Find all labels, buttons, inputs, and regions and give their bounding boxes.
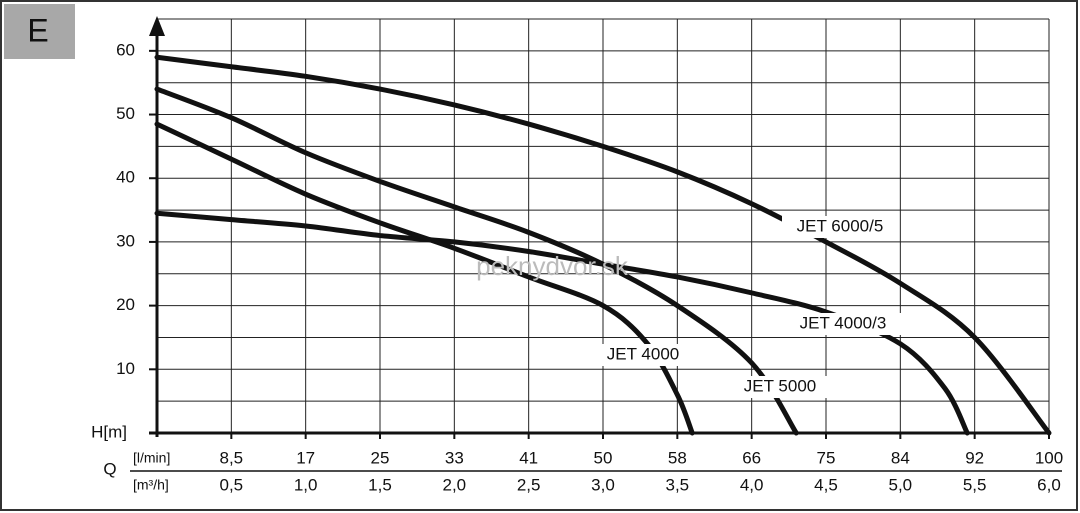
curve-label-bg	[722, 376, 838, 398]
y-axis-label: H[m]	[91, 422, 127, 441]
x2-tick-label: 84	[891, 448, 910, 467]
x-tick-label: 3,0	[591, 475, 615, 494]
curve-label-bg	[785, 313, 901, 335]
y-tick-label: 50	[116, 104, 135, 123]
y-tick-label: 30	[116, 231, 135, 250]
plot-area: 10 20 30 40 50 60 H[m] Q [l/min] [m³/h] 0,5 1,0 1,5 2…	[91, 16, 1063, 494]
x-tick-label: 3,5	[666, 475, 690, 494]
curve-label: JET 4000	[607, 344, 679, 363]
x-tick-label: 5,5	[963, 475, 987, 494]
y-tick-label: 60	[116, 40, 135, 59]
x-unit-label: [m³/h]	[133, 477, 169, 493]
x-tick-label: 4,0	[740, 475, 764, 494]
x-tick-label: 1,5	[368, 475, 392, 494]
y-tick-label: 20	[116, 295, 135, 314]
y-tick-label: 40	[116, 168, 135, 187]
watermark: peknydvor.sk	[476, 251, 629, 281]
x-tick-label: 5,0	[889, 475, 913, 494]
x2-tick-label: 58	[668, 448, 687, 467]
curve-label-bg	[585, 344, 701, 366]
panel-box	[4, 4, 75, 59]
curve-label-bg	[782, 216, 898, 238]
x-tick-label: 2,5	[517, 475, 541, 494]
x2-tick-label: 66	[742, 448, 761, 467]
pump-curve	[154, 86, 799, 436]
x-axis-label: Q	[103, 459, 116, 478]
panel-label: E	[27, 12, 48, 48]
y-tick-label: 10	[116, 359, 135, 378]
x-tick-label: 6,0	[1037, 475, 1061, 494]
x-tick-label: 1,0	[294, 475, 318, 494]
curve-label: JET 5000	[744, 376, 816, 395]
x2-tick-label: 25	[371, 448, 390, 467]
x2-tick-label: 8,5	[220, 448, 244, 467]
x2-tick-label: 41	[519, 448, 538, 467]
x2-tick-label: 33	[445, 448, 464, 467]
curve-label: JET 4000/3	[800, 313, 887, 332]
x2-tick-label: 50	[594, 448, 613, 467]
pump-curve	[154, 54, 1052, 436]
x-tick-label: 0,5	[220, 475, 244, 494]
x-tick-label: 4,5	[814, 475, 838, 494]
x-tick-label: 2,0	[443, 475, 467, 494]
curve-label: JET 6000/5	[797, 216, 884, 235]
x2-tick-label: 75	[817, 448, 836, 467]
y-axis-arrow	[149, 16, 165, 36]
x2-tick-label: 100	[1035, 448, 1063, 467]
x2-tick-label: 17	[296, 448, 315, 467]
x2-unit-label: [l/min]	[133, 450, 170, 466]
x2-tick-label: 92	[965, 448, 984, 467]
